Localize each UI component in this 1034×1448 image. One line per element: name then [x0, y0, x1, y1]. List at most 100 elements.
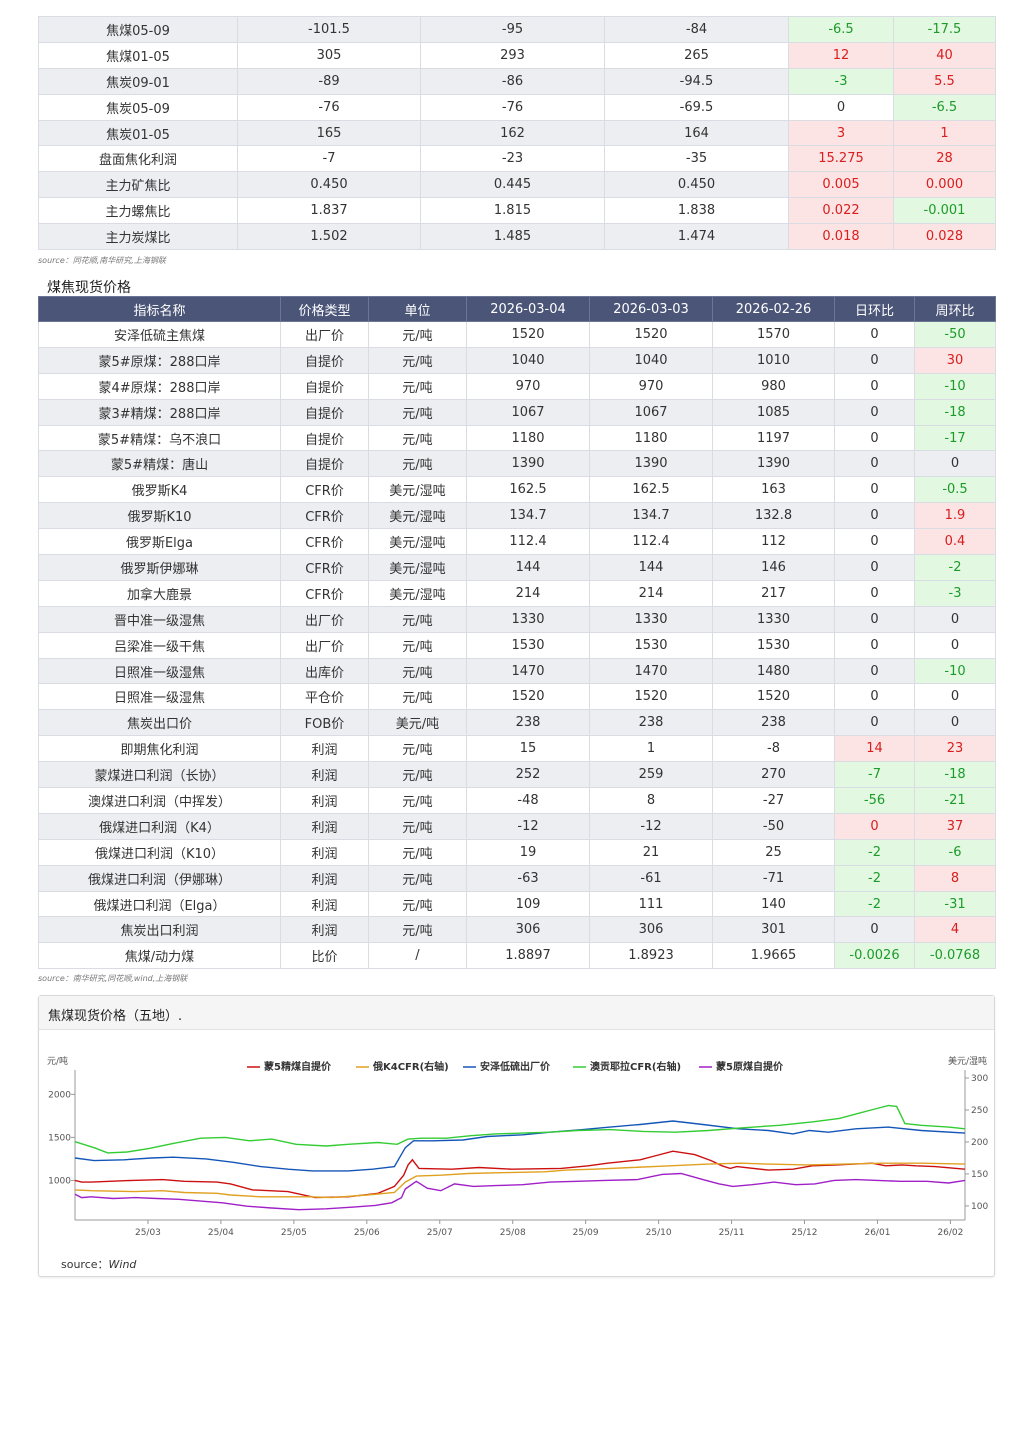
right-tick-label: 250 [971, 1106, 988, 1116]
value-cell: 1.815 [420, 197, 605, 225]
value-cell: 301 [712, 916, 835, 944]
value-cell: 1520 [589, 321, 713, 348]
right-tick-label: 200 [971, 1138, 988, 1148]
value-cell: 1010 [712, 346, 835, 374]
weekly-change-cell: 23 [914, 735, 996, 763]
daily-change-cell: 0 [834, 579, 915, 607]
weekly-change-cell: 1.9 [914, 502, 996, 530]
spread-table-body: 焦煤05-09 -101.5 -95 -84 -6.5 -17.5 焦煤01-05 305 29… [38, 16, 996, 251]
value-cell: 1330 [466, 605, 590, 633]
value-cell: 1480 [712, 657, 835, 685]
unit-cell: 元/吨 [368, 812, 467, 840]
daily-change-cell: 0 [834, 321, 915, 348]
row-name-cell: 俄煤进口利润（Elga） [38, 890, 281, 918]
value-cell: 134.7 [466, 502, 590, 530]
daily-change-cell: 0 [834, 502, 915, 530]
price-type-cell: 利润 [280, 812, 369, 840]
table-row: 蒙5#精煤：乌不浪口 自提价 元/吨 1180 1180 1197 0 -17 [38, 424, 996, 452]
weekly-change-cell: 0.028 [893, 223, 996, 251]
value-cell: 140 [712, 890, 835, 918]
table-row: 日照准一级湿焦 平仓价 元/吨 1520 1520 1520 0 0 [38, 683, 996, 711]
daily-change-cell: 0 [834, 683, 915, 711]
daily-change-cell: 0 [834, 631, 915, 659]
table-row: 晋中准一级湿焦 出厂价 元/吨 1330 1330 1330 0 0 [38, 605, 996, 633]
weekly-change-cell: -17 [914, 424, 996, 452]
right-tick-label: 150 [971, 1170, 988, 1180]
row-name-cell: 安泽低硫主焦煤 [38, 321, 281, 348]
value-cell: 259 [589, 761, 713, 789]
value-cell: 1.838 [604, 197, 789, 225]
value-cell: 238 [712, 709, 835, 737]
left-tick-label: 1500 [48, 1133, 71, 1143]
weekly-change-cell: 0 [914, 709, 996, 737]
table-row: 焦煤/动力煤 比价/1.8897 1.8923 1.9665 -0.0026 -0.076… [38, 942, 996, 970]
weekly-change-cell: -0.0768 [914, 942, 996, 970]
weekly-change-cell: 37 [914, 812, 996, 840]
table-row: 焦炭出口价 FOB价 美元/吨 238 238 238 0 0 [38, 709, 996, 737]
value-cell: 970 [466, 372, 590, 400]
value-cell: 270 [712, 761, 835, 789]
price-type-cell: 利润 [280, 890, 369, 918]
unit-cell: 元/吨 [368, 864, 467, 892]
spot-price-table-body: 安泽低硫主焦煤 出厂价 元/吨 1520 1520 1570 0 -50 蒙5#原煤：288口岸… [38, 321, 996, 970]
row-name-cell: 焦煤05-09 [38, 16, 238, 43]
value-cell: 1.474 [604, 223, 789, 251]
value-cell: 238 [589, 709, 713, 737]
value-cell: -48 [466, 787, 590, 814]
table-row: 俄煤进口利润（K10） 利润 元/吨 19 21 25 -2 -6 [38, 838, 996, 866]
table-row: 即期焦化利润 利润 元/吨 15 1 -8 14 23 [38, 735, 996, 763]
daily-change-cell: 15.275 [788, 145, 894, 173]
weekly-change-cell: -0.001 [893, 197, 996, 225]
value-cell: 0.445 [420, 171, 605, 199]
x-tick-label: 25/11 [719, 1228, 745, 1238]
price-type-cell: 自提价 [280, 424, 369, 452]
left-tick-label: 1000 [48, 1176, 71, 1186]
value-cell: 134.7 [589, 502, 713, 530]
weekly-change-cell: -10 [914, 372, 996, 400]
legend-label: 蒙5精煤自提价 [264, 1060, 332, 1073]
row-name-cell: 主力矿焦比 [38, 171, 238, 199]
unit-cell: 美元/湿吨 [368, 502, 467, 530]
x-tick-label: 26/02 [937, 1228, 963, 1238]
table-row: 澳煤进口利润（中挥发） 利润 元/吨 -48 8 -27 -56 -21 [38, 787, 996, 814]
daily-change-cell: -6.5 [788, 16, 894, 43]
daily-change-cell: -2 [834, 838, 915, 866]
value-cell: 1.502 [237, 223, 421, 251]
value-cell: 1530 [712, 631, 835, 659]
row-name-cell: 俄罗斯K4 [38, 476, 281, 504]
value-cell: -86 [420, 67, 605, 95]
value-cell: 1570 [712, 321, 835, 348]
weekly-change-cell: -50 [914, 321, 996, 348]
row-name-cell: 俄罗斯K10 [38, 502, 281, 530]
value-cell: 1040 [466, 346, 590, 374]
value-cell: 1197 [712, 424, 835, 452]
row-name-cell: 蒙煤进口利润（长协） [38, 761, 281, 789]
price-type-cell: 出厂价 [280, 631, 369, 659]
value-cell: 1040 [589, 346, 713, 374]
weekly-change-cell: -17.5 [893, 16, 996, 43]
row-name-cell: 焦炭出口利润 [38, 916, 281, 944]
unit-cell: 元/吨 [368, 683, 467, 711]
row-name-cell: 焦炭09-01 [38, 67, 238, 95]
table-header-row: 指标名称 价格类型 单位 2026-03-04 2026-03-03 2026-02-26… [38, 296, 996, 322]
unit-cell: 美元/湿吨 [368, 476, 467, 504]
daily-change-cell: 0 [834, 346, 915, 374]
weekly-change-cell: 0 [914, 450, 996, 478]
value-cell: 132.8 [712, 502, 835, 530]
price-type-cell: CFR价 [280, 554, 369, 581]
row-name-cell: 焦炭05-09 [38, 93, 238, 121]
table-row: 日照准一级湿焦 出库价 元/吨 1470 1470 1480 0 -10 [38, 657, 996, 685]
price-type-cell: 利润 [280, 838, 369, 866]
daily-change-cell: -2 [834, 890, 915, 918]
table-row: 蒙3#精煤：288口岸 自提价 元/吨 1067 1067 1085 0 -18 [38, 398, 996, 426]
left-axis-unit: 元/吨 [47, 1055, 68, 1067]
legend-label: 澳贡耶拉CFR(右轴) [590, 1060, 681, 1073]
value-cell: 164 [604, 119, 789, 147]
table-row: 俄罗斯K10 CFR价 美元/湿吨 134.7 134.7 132.8 0 1.9 [38, 502, 996, 530]
weekly-change-cell: -6 [914, 838, 996, 866]
value-cell: 214 [466, 579, 590, 607]
unit-cell: 元/吨 [368, 761, 467, 789]
row-name-cell: 即期焦化利润 [38, 735, 281, 763]
row-name-cell: 焦炭出口价 [38, 709, 281, 737]
left-tick-label: 2000 [48, 1090, 71, 1100]
